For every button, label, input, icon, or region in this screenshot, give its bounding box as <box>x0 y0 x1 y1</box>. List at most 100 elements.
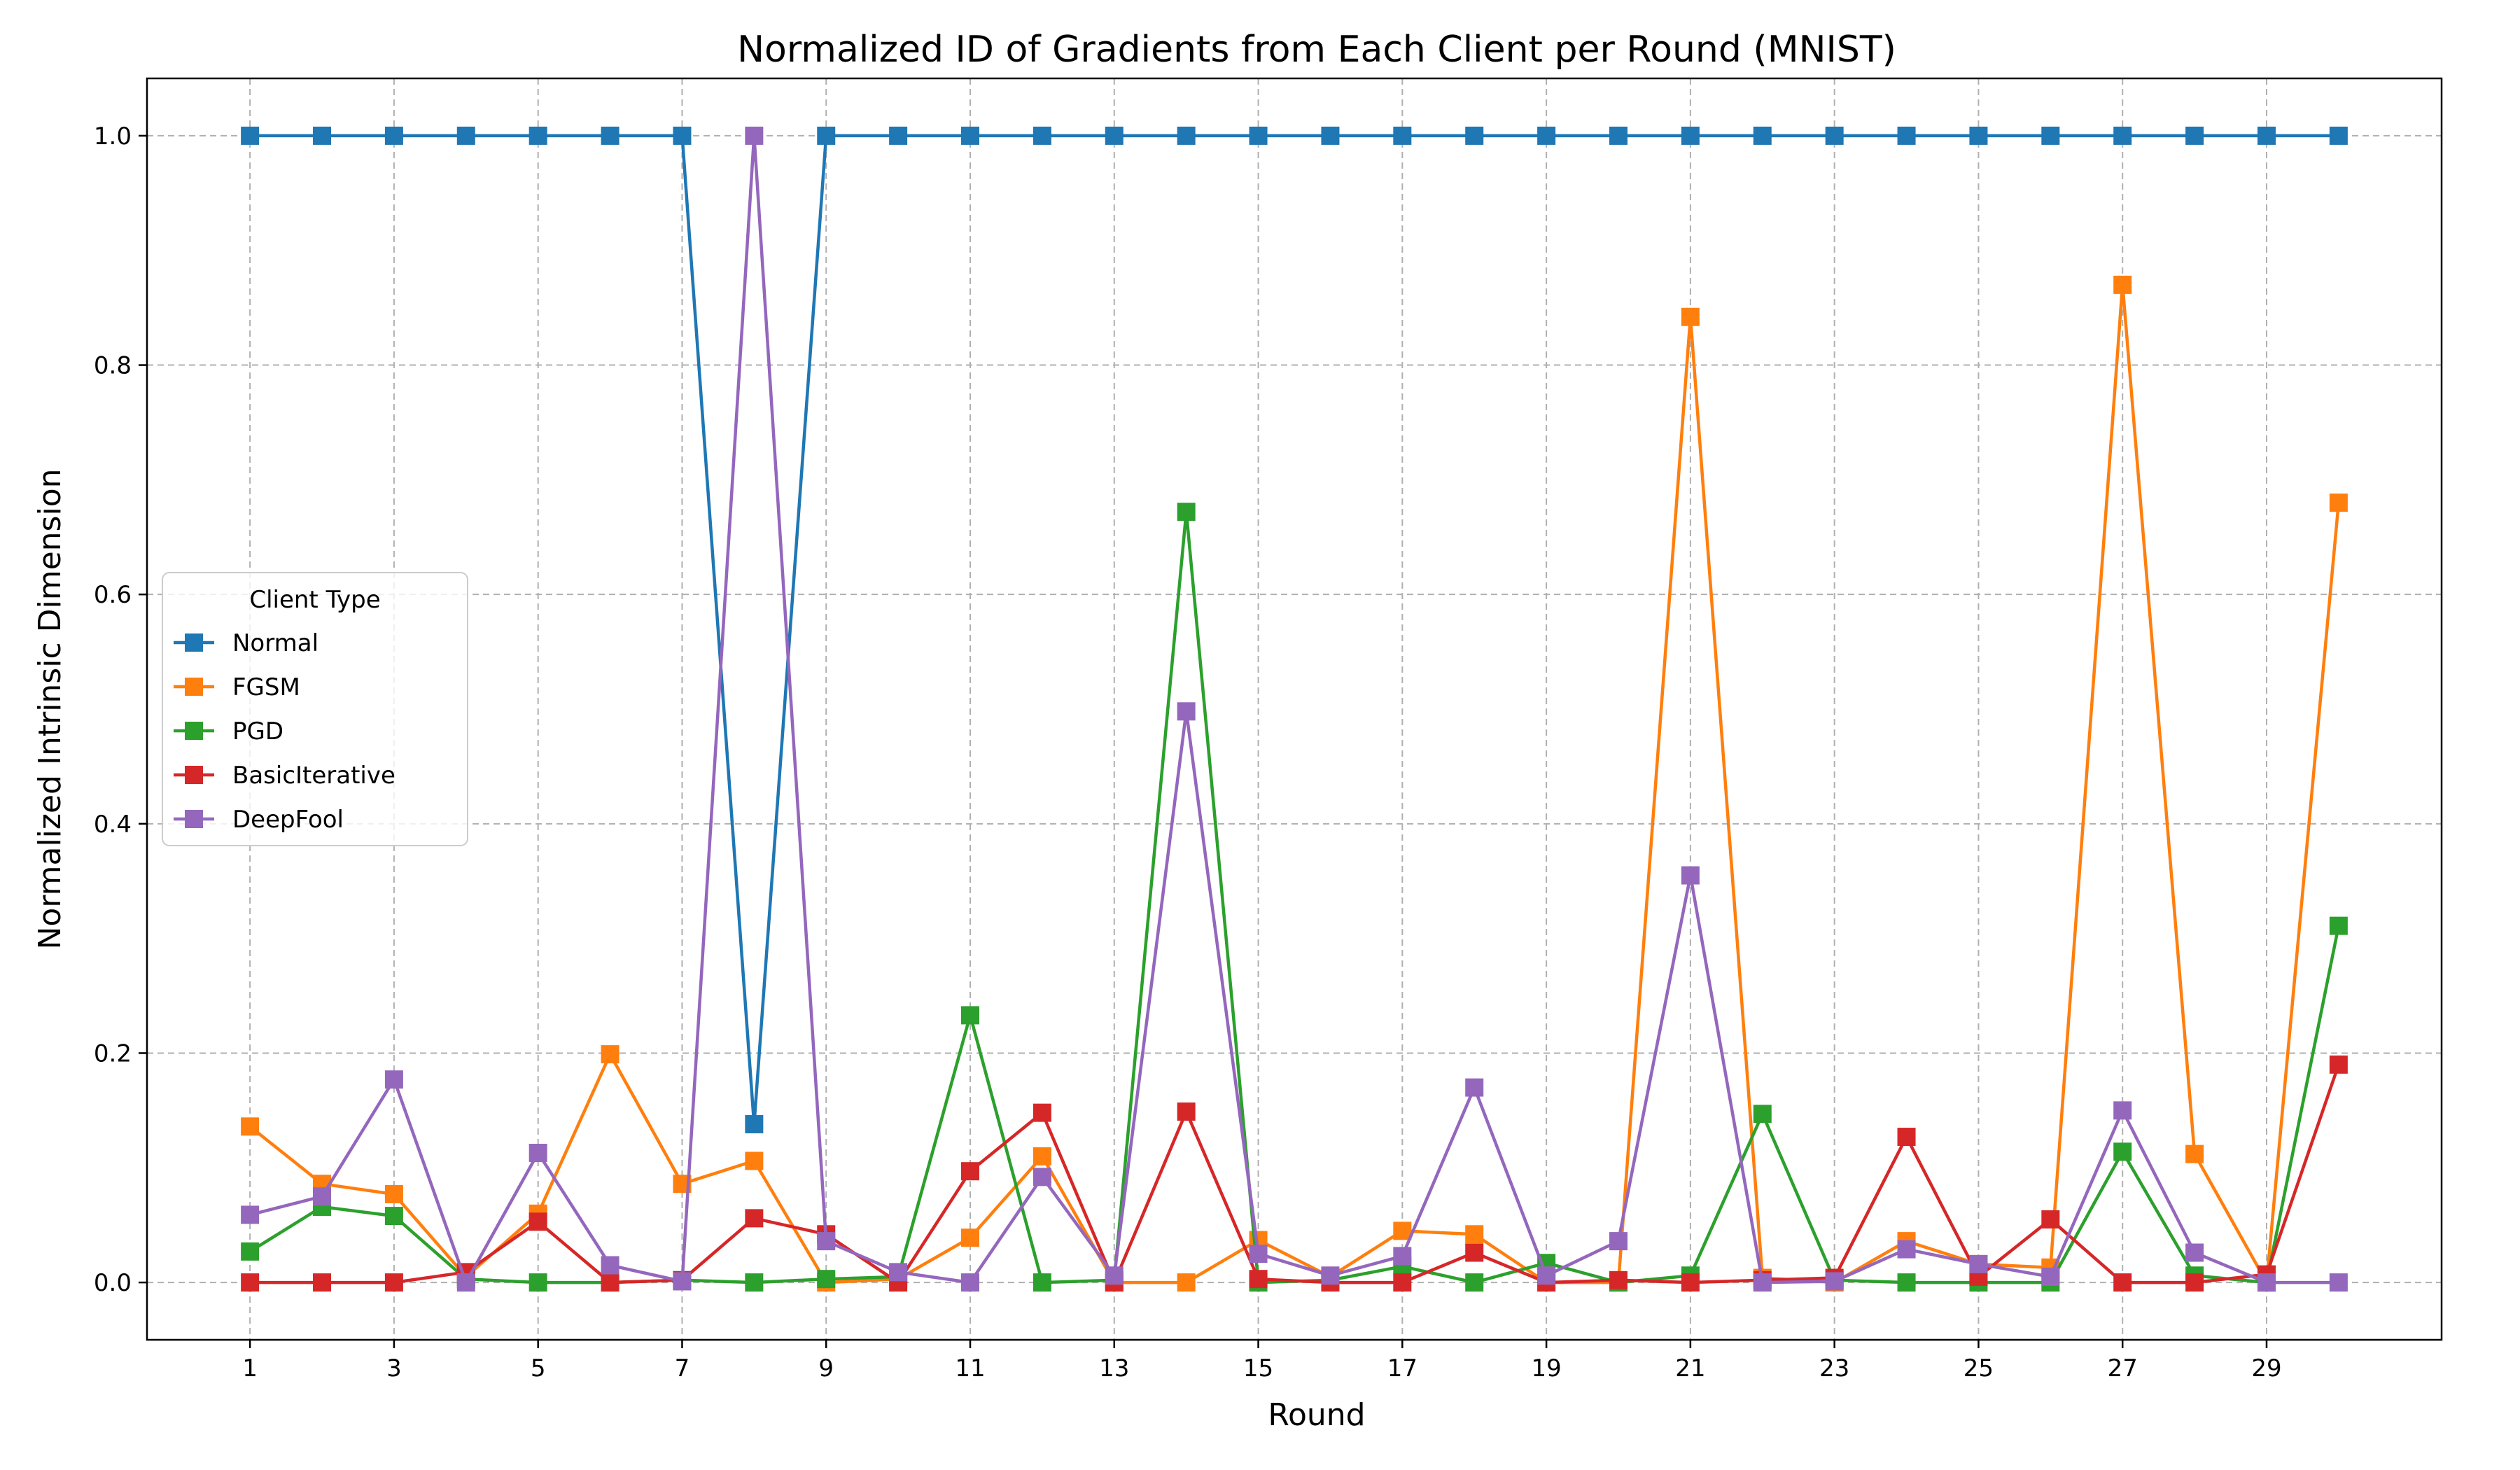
series-line-deepfool <box>249 134 2339 1284</box>
data-point-normal <box>745 1115 764 1134</box>
data-point-normal <box>2329 126 2348 145</box>
data-point-deepfool <box>2257 1273 2276 1292</box>
data-point-basiciterative <box>2113 1273 2132 1292</box>
data-point-deepfool <box>384 1070 403 1089</box>
x-tick-label: 9 <box>818 1354 834 1382</box>
data-point-deepfool <box>1393 1247 1412 1266</box>
legend-label: PGD <box>232 718 284 746</box>
data-point-normal <box>889 126 908 145</box>
data-point-basiciterative <box>313 1273 332 1292</box>
x-tick-label: 7 <box>675 1354 690 1382</box>
data-point-normal <box>1393 126 1412 145</box>
data-point-fgsm <box>961 1228 980 1247</box>
y-tick-label: 0.8 <box>94 352 132 380</box>
data-point-deepfool <box>456 1273 475 1292</box>
legend-swatch-marker <box>185 810 203 828</box>
data-point-basiciterative <box>384 1273 403 1292</box>
data-point-normal <box>1537 126 1556 145</box>
y-tick-label: 1.0 <box>94 122 132 150</box>
data-point-normal <box>1321 126 1340 145</box>
data-point-pgd <box>2113 1142 2132 1161</box>
legend-swatch-marker <box>185 678 203 696</box>
data-point-basiciterative <box>241 1273 260 1292</box>
x-tick-label: 5 <box>531 1354 546 1382</box>
data-point-basiciterative <box>1465 1243 1484 1262</box>
y-tick-label: 0.2 <box>94 1040 132 1068</box>
data-point-deepfool <box>1321 1266 1340 1285</box>
data-point-deepfool <box>1897 1240 1916 1259</box>
x-tick-label: 19 <box>1531 1354 1561 1382</box>
data-point-fgsm <box>1032 1147 1051 1166</box>
data-point-fgsm <box>1393 1222 1412 1240</box>
data-point-deepfool <box>745 126 764 145</box>
data-point-pgd <box>241 1242 260 1261</box>
data-point-fgsm <box>1681 307 1700 326</box>
x-tick-label: 11 <box>955 1354 985 1382</box>
data-point-deepfool <box>1681 866 1700 885</box>
data-point-normal <box>1897 126 1916 145</box>
data-point-normal <box>1032 126 1051 145</box>
data-point-pgd <box>745 1273 764 1292</box>
data-point-deepfool <box>1032 1168 1051 1186</box>
y-axis-label: Normalized Intrinsic Dimension <box>32 468 68 949</box>
data-point-normal <box>1681 126 1700 145</box>
data-point-deepfool <box>1105 1266 1124 1285</box>
legend-swatch-marker <box>185 766 203 784</box>
x-tick-label: 15 <box>1243 1354 1273 1382</box>
chart-title: Normalized ID of Gradients from Each Cli… <box>737 29 1896 71</box>
data-point-deepfool <box>1177 702 1196 721</box>
data-point-fgsm <box>384 1184 403 1203</box>
legend-entry-basiciterative: BasicIterative <box>174 762 396 790</box>
data-point-normal <box>1465 126 1484 145</box>
legend-label: BasicIterative <box>232 762 396 790</box>
data-point-pgd <box>1897 1273 1916 1292</box>
data-point-basiciterative <box>745 1209 764 1228</box>
series-deepfool <box>241 126 2348 1292</box>
grid-lines <box>147 78 2442 1340</box>
x-tick-label: 21 <box>1675 1354 1705 1382</box>
data-point-deepfool <box>1465 1078 1484 1097</box>
legend-label: Normal <box>232 629 318 657</box>
data-point-deepfool <box>1825 1272 1844 1291</box>
data-point-basiciterative <box>528 1212 547 1231</box>
data-point-normal <box>1177 126 1196 145</box>
data-point-normal <box>456 126 475 145</box>
data-point-pgd <box>528 1273 547 1292</box>
data-point-deepfool <box>2329 1273 2348 1292</box>
data-point-fgsm <box>2329 493 2348 512</box>
data-point-fgsm <box>241 1117 260 1136</box>
data-point-pgd <box>961 1006 980 1025</box>
data-point-normal <box>1105 126 1124 145</box>
data-point-normal <box>2041 126 2060 145</box>
data-point-normal <box>1753 126 1772 145</box>
series-line-normal <box>250 134 2339 1126</box>
legend-entry-deepfool: DeepFool <box>174 806 344 834</box>
data-point-deepfool <box>241 1205 260 1224</box>
data-point-normal <box>601 126 620 145</box>
data-point-deepfool <box>2113 1101 2132 1120</box>
data-point-deepfool <box>961 1273 980 1292</box>
data-point-normal <box>1969 126 1988 145</box>
legend: Client Type Normal FGSM PGD BasicIterative D… <box>162 572 468 846</box>
data-point-pgd <box>817 1270 836 1289</box>
data-point-basiciterative <box>1249 1270 1268 1289</box>
x-tick-label: 17 <box>1387 1354 1418 1382</box>
x-tick-label: 13 <box>1099 1354 1129 1382</box>
data-point-normal <box>2185 126 2204 145</box>
y-axis-ticks: 0.0 0.2 0.4 0.6 0.8 1.0 <box>94 122 147 1297</box>
data-point-deepfool <box>889 1263 908 1282</box>
legend-frame <box>162 572 468 846</box>
legend-title: Client Type <box>249 586 380 614</box>
data-point-basiciterative <box>1177 1102 1196 1121</box>
data-point-deepfool <box>1609 1232 1628 1251</box>
x-tick-label: 27 <box>2108 1354 2138 1382</box>
y-tick-label: 0.4 <box>94 811 132 839</box>
data-point-basiciterative <box>2041 1210 2060 1228</box>
data-point-basiciterative <box>1393 1273 1412 1292</box>
data-point-normal <box>313 126 332 145</box>
data-point-pgd <box>1032 1273 1051 1292</box>
x-tick-label: 1 <box>242 1354 258 1382</box>
data-point-deepfool <box>313 1187 332 1206</box>
